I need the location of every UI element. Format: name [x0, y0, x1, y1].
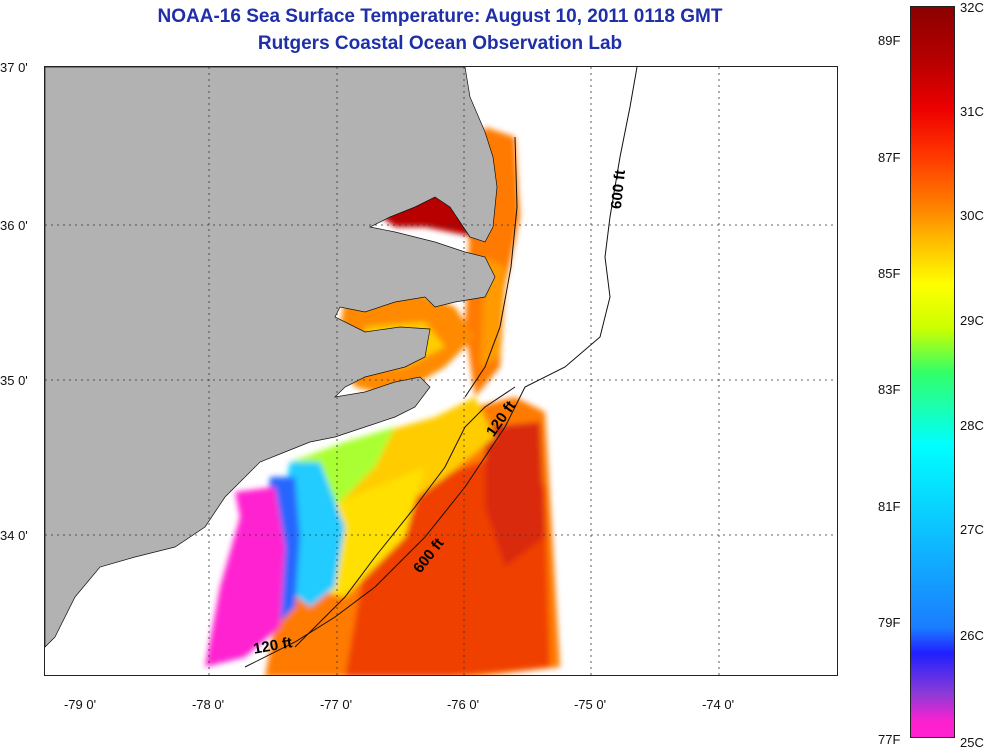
lon-label-77: -77 0' [319, 697, 353, 712]
lon-label-74: -74 0' [701, 697, 735, 712]
lat-label-37: 37 0' [0, 60, 28, 75]
land-mass [45, 67, 498, 648]
sst-map-canvas [45, 67, 837, 675]
temperature-colorbar [910, 6, 955, 738]
lon-label-76: -76 0' [446, 697, 480, 712]
colorbar-label-28c: 28C [960, 418, 984, 433]
isobath-lines [244, 67, 638, 668]
sst-map [44, 66, 838, 676]
colorbar-label-30c: 30C [960, 208, 984, 223]
colorbar-label-25c: 25C [960, 735, 984, 750]
colorbar-label-77f: 77F [878, 732, 901, 747]
lat-label-36: 36 0' [0, 218, 28, 233]
colorbar-label-29c: 29C [960, 313, 984, 328]
map-subtitle: Rutgers Coastal Ocean Observation Lab [257, 33, 623, 54]
lat-label-34: 34 0' [0, 528, 28, 543]
map-title: NOAA-16 Sea Surface Temperature: August … [157, 6, 723, 27]
colorbar-label-79f: 79F [878, 615, 901, 630]
colorbar-label-85f: 85F [878, 266, 901, 281]
lat-label-35: 35 0' [0, 373, 28, 388]
colorbar-label-87f: 87F [878, 150, 901, 165]
colorbar-label-27c: 27C [960, 522, 984, 537]
lon-label-79: -79 0' [63, 697, 97, 712]
lon-label-75: -75 0' [573, 697, 607, 712]
colorbar-label-81f: 81F [878, 499, 901, 514]
colorbar-label-26c: 26C [960, 628, 984, 643]
colorbar-label-31c: 31C [960, 104, 984, 119]
colorbar-label-32c: 32C [960, 0, 984, 15]
colorbar-label-89f: 89F [878, 33, 901, 48]
colorbar-label-83f: 83F [878, 382, 901, 397]
lon-label-78: -78 0' [191, 697, 225, 712]
graticule [45, 67, 837, 675]
